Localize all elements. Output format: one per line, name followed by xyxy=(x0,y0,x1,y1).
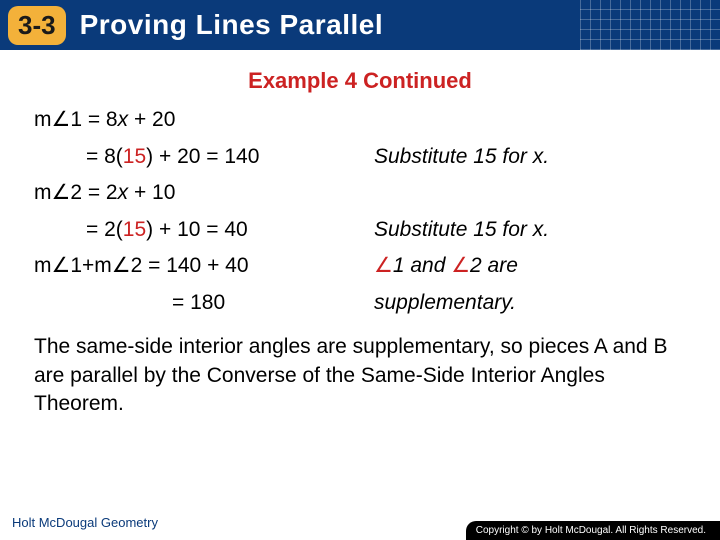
conclusion-text: The same-side interior angles are supple… xyxy=(0,323,720,418)
eq-right: supplementary. xyxy=(364,287,516,320)
equation-row: m∠1+m∠2 = 140 + 40 ∠1 and ∠2 are xyxy=(34,250,686,283)
eq-left: m∠2 = 2x + 10 xyxy=(34,177,364,210)
header-grid-decoration xyxy=(580,0,720,50)
eq-left: = 8(15) + 20 = 140 xyxy=(34,141,364,174)
subtitle-text: Example 4 Continued xyxy=(248,68,472,93)
lesson-title: Proving Lines Parallel xyxy=(80,9,384,41)
footer-copyright: Copyright © by Holt McDougal. All Rights… xyxy=(466,521,720,540)
equation-row: = 180 supplementary. xyxy=(34,287,686,320)
worked-example-content: m∠1 = 8x + 20 = 8(15) + 20 = 140 Substit… xyxy=(0,94,720,319)
equation-row: m∠1 = 8x + 20 xyxy=(34,104,686,137)
eq-left: m∠1+m∠2 = 140 + 40 xyxy=(34,250,364,283)
footer-brand: Holt McDougal Geometry xyxy=(12,515,158,530)
eq-left: m∠1 = 8x + 20 xyxy=(34,104,364,137)
eq-right: ∠1 and ∠2 are xyxy=(364,250,518,283)
equation-row: = 2(15) + 10 = 40 Substitute 15 for x. xyxy=(34,214,686,247)
example-subtitle: Example 4 Continued xyxy=(0,68,720,94)
eq-right: Substitute 15 for x. xyxy=(364,214,549,247)
eq-left: = 2(15) + 10 = 40 xyxy=(34,214,364,247)
eq-right: Substitute 15 for x. xyxy=(364,141,549,174)
eq-left: = 180 xyxy=(34,287,364,320)
equation-row: = 8(15) + 20 = 140 Substitute 15 for x. xyxy=(34,141,686,174)
header-bar: 3-3 Proving Lines Parallel xyxy=(0,0,720,50)
equation-row: m∠2 = 2x + 10 xyxy=(34,177,686,210)
lesson-number-badge: 3-3 xyxy=(8,6,66,45)
